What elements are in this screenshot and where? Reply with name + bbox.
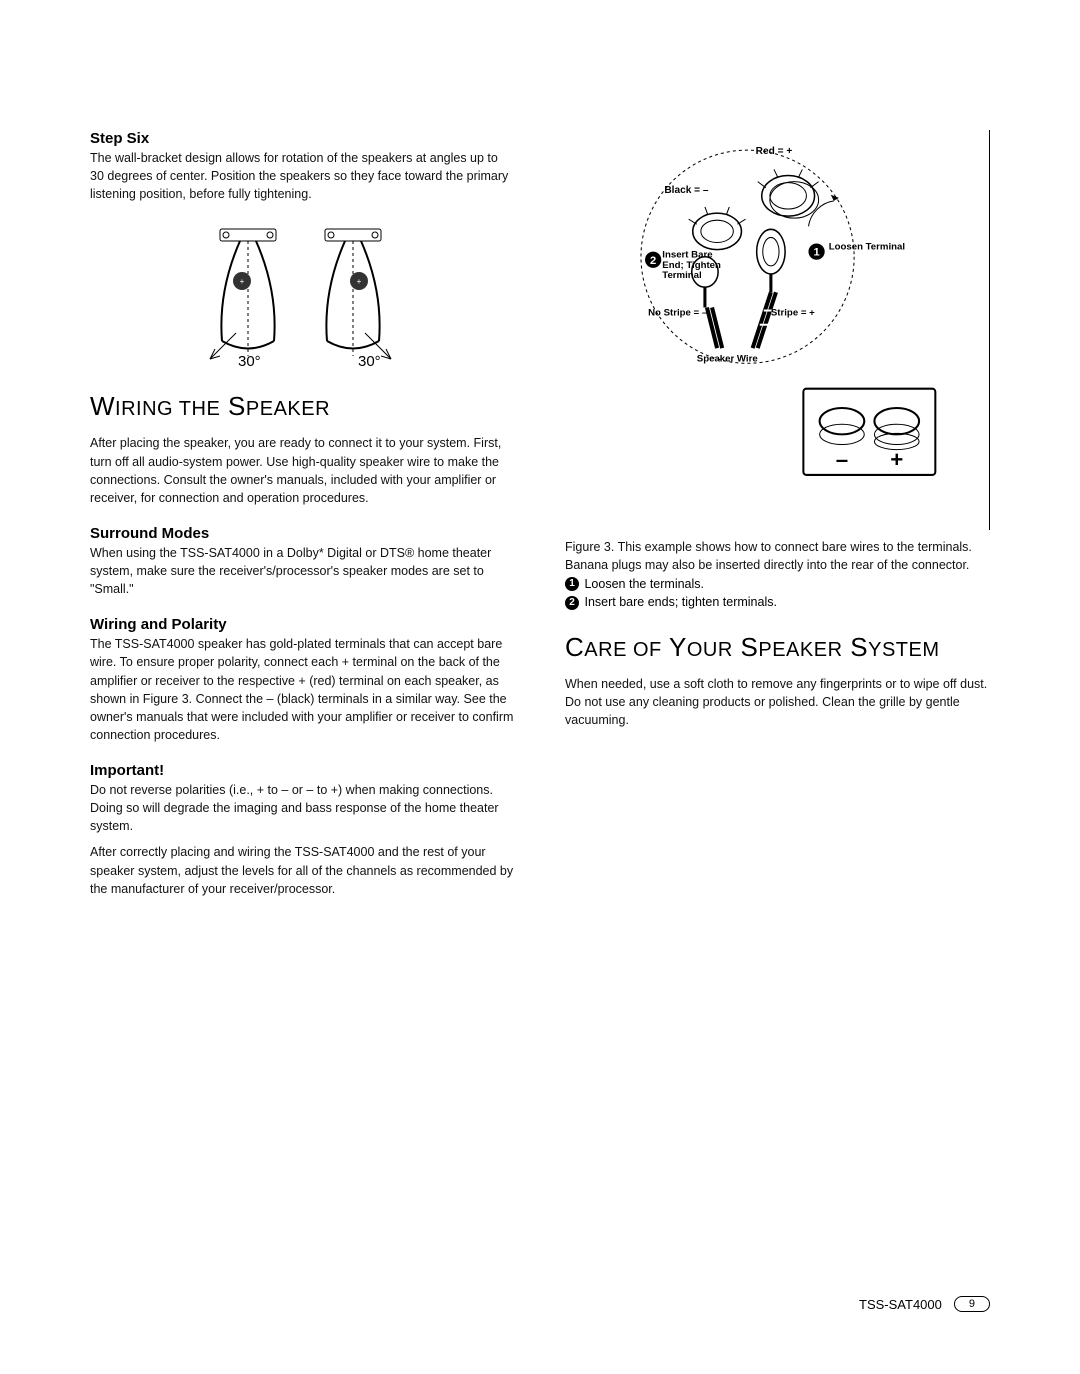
page-footer: TSS-SAT4000 9 — [859, 1296, 990, 1312]
page-number: 9 — [954, 1296, 990, 1312]
svg-text:No Stripe = –: No Stripe = – — [648, 308, 708, 319]
svg-text:+: + — [890, 447, 903, 472]
svg-text:Black = –: Black = – — [664, 185, 709, 196]
svg-text:+: + — [356, 277, 361, 286]
figure3-step1: 1 Loosen the terminals. — [565, 575, 990, 594]
svg-text:1: 1 — [813, 247, 819, 259]
surround-body: When using the TSS-SAT4000 in a Dolby* D… — [90, 544, 515, 598]
important-heading: Important! — [90, 762, 515, 779]
svg-text:+: + — [239, 277, 244, 286]
polarity-heading: Wiring and Polarity — [90, 616, 515, 633]
svg-text:Red = +: Red = + — [756, 146, 793, 157]
svg-text:Loosen Terminal: Loosen Terminal — [829, 242, 905, 253]
important-p2: After correctly placing and wiring the T… — [90, 843, 515, 897]
svg-text:30°: 30° — [358, 353, 381, 370]
svg-text:2: 2 — [650, 255, 656, 267]
step-six-heading: Step Six — [90, 130, 515, 147]
wiring-speaker-title: WIRING THE SPEAKER — [90, 391, 515, 422]
svg-text:Speaker Wire: Speaker Wire — [697, 353, 759, 364]
polarity-body: The TSS-SAT4000 speaker has gold-plated … — [90, 635, 515, 744]
step-six-body: The wall-bracket design allows for rotat… — [90, 149, 515, 203]
important-p1: Do not reverse polarities (i.e., + to – … — [90, 781, 515, 835]
svg-text:–: – — [836, 447, 848, 472]
bracket-svg: + 30° + — [188, 221, 418, 371]
footer-model: TSS-SAT4000 — [859, 1297, 942, 1312]
wiring-intro: After placing the speaker, you are ready… — [90, 434, 515, 507]
right-column: Red = + Black = – — [565, 130, 990, 898]
care-body: When needed, use a soft cloth to remove … — [565, 675, 990, 729]
figure3-caption: Figure 3. This example shows how to conn… — [565, 538, 990, 574]
wiring-diagram-svg: Red = + Black = – — [575, 140, 981, 495]
svg-text:30°: 30° — [238, 353, 261, 370]
care-title: CARE OF YOUR SPEAKER SYSTEM — [565, 632, 990, 663]
wiring-diagram-box: Red = + Black = – — [565, 130, 990, 530]
left-column: Step Six The wall-bracket design allows … — [90, 130, 515, 898]
bracket-rotation-figure: + 30° + — [90, 221, 515, 371]
svg-text:Stripe = +: Stripe = + — [771, 308, 815, 319]
surround-heading: Surround Modes — [90, 525, 515, 542]
figure3-step2: 2 Insert bare ends; tighten terminals. — [565, 593, 990, 612]
